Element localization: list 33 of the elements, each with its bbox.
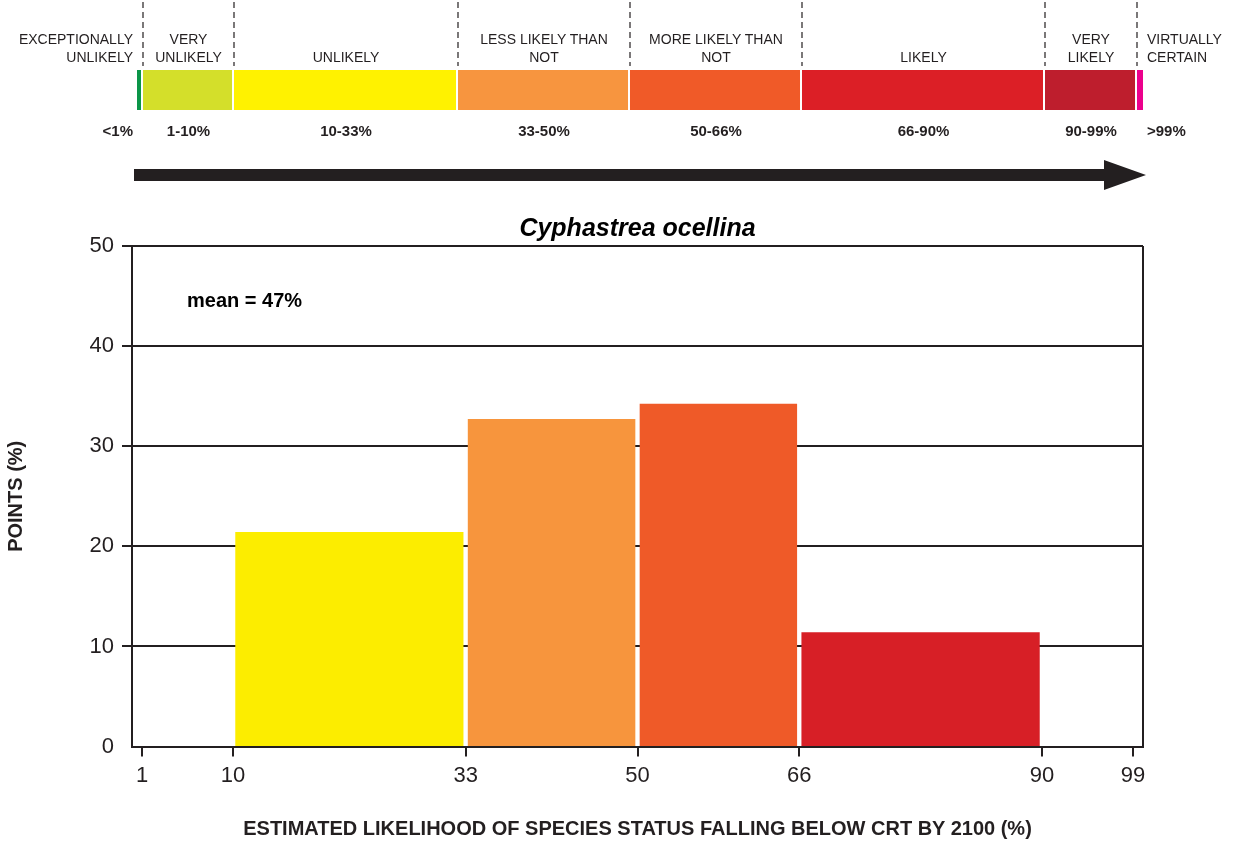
text: LIKELY (899, 48, 948, 66)
text: >99% (1147, 122, 1186, 139)
text: UNLIKELY (311, 48, 381, 66)
text: <1% (102, 122, 133, 139)
y-tick-label: 20 (89, 532, 114, 558)
y-tick-label: 0 (101, 732, 114, 758)
text: 33-50% (518, 122, 570, 139)
text: 1-10% (166, 122, 211, 139)
text: VIRTUALLY CERTAIN (1147, 30, 1223, 66)
x-tick-label: 50 (625, 761, 650, 787)
x-tick-label: 10 (220, 761, 246, 787)
text: MORE LIKELY THAN NOT (648, 30, 784, 66)
x-tick-label: 90 (1029, 761, 1055, 787)
text: VERY UNLIKELY (154, 30, 223, 66)
text: EXCEPTIONALLY UNLIKELY (17, 30, 133, 66)
y-tick-label: 40 (89, 332, 114, 358)
text: 90-99% (1065, 122, 1117, 139)
x-tick-label: 66 (787, 761, 812, 787)
y-tick-label: 30 (89, 432, 114, 458)
text: 10-33% (320, 122, 372, 139)
text: 66-90% (897, 122, 950, 139)
annotation: mean = 47% (187, 288, 303, 311)
text: LESS LIKELY THAN NOT (479, 30, 609, 66)
y-tick-label: 10 (89, 632, 114, 658)
text: 50-66% (690, 122, 742, 139)
chart-title: Cyphastrea ocellina (519, 213, 756, 242)
x-tick-label: 99 (1120, 761, 1146, 787)
y-axis-title: POINTS (%) (3, 440, 26, 552)
y-tick-label: 50 (89, 232, 114, 258)
text: VERY LIKELY (1066, 30, 1116, 66)
x-tick-label: 33 (453, 761, 478, 787)
x-tick-label: 1 (135, 761, 149, 787)
x-axis-title: ESTIMATED LIKELIHOOD OF SPECIES STATUS FALLING BELOW CRT BY 2100 (%) (243, 816, 1032, 839)
